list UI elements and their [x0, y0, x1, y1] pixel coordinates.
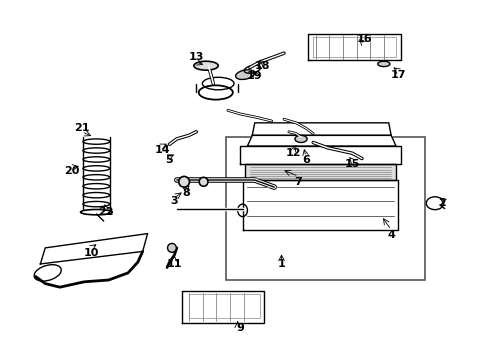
Text: 2: 2 [439, 198, 446, 208]
Ellipse shape [194, 61, 218, 70]
Polygon shape [245, 164, 396, 180]
Text: 17: 17 [391, 69, 406, 80]
Text: 15: 15 [344, 159, 360, 169]
Ellipse shape [295, 135, 307, 143]
Ellipse shape [168, 243, 176, 252]
Polygon shape [247, 135, 396, 146]
Ellipse shape [179, 176, 190, 187]
Polygon shape [308, 33, 401, 60]
Text: 16: 16 [357, 34, 372, 44]
Text: 18: 18 [254, 61, 270, 71]
Text: 21: 21 [74, 123, 90, 133]
Text: 6: 6 [302, 156, 310, 165]
Text: 13: 13 [189, 52, 204, 62]
Text: 5: 5 [166, 156, 173, 165]
Text: 14: 14 [154, 145, 170, 155]
Text: 7: 7 [294, 177, 302, 187]
Text: 22: 22 [98, 207, 114, 217]
Ellipse shape [378, 61, 390, 67]
Text: 1: 1 [278, 259, 285, 269]
Text: 11: 11 [167, 259, 182, 269]
Bar [225, 137, 425, 280]
Polygon shape [252, 123, 391, 135]
Text: 3: 3 [171, 197, 178, 206]
Polygon shape [182, 291, 265, 323]
Text: 4: 4 [387, 230, 395, 240]
Text: 12: 12 [286, 148, 301, 158]
Ellipse shape [199, 177, 208, 186]
Polygon shape [243, 180, 398, 230]
Text: 20: 20 [64, 166, 80, 176]
Ellipse shape [236, 70, 254, 80]
Polygon shape [40, 234, 147, 264]
Polygon shape [240, 146, 401, 164]
Text: 10: 10 [84, 248, 99, 258]
Text: 19: 19 [247, 71, 263, 81]
Text: 8: 8 [183, 188, 191, 198]
Text: 9: 9 [236, 323, 244, 333]
